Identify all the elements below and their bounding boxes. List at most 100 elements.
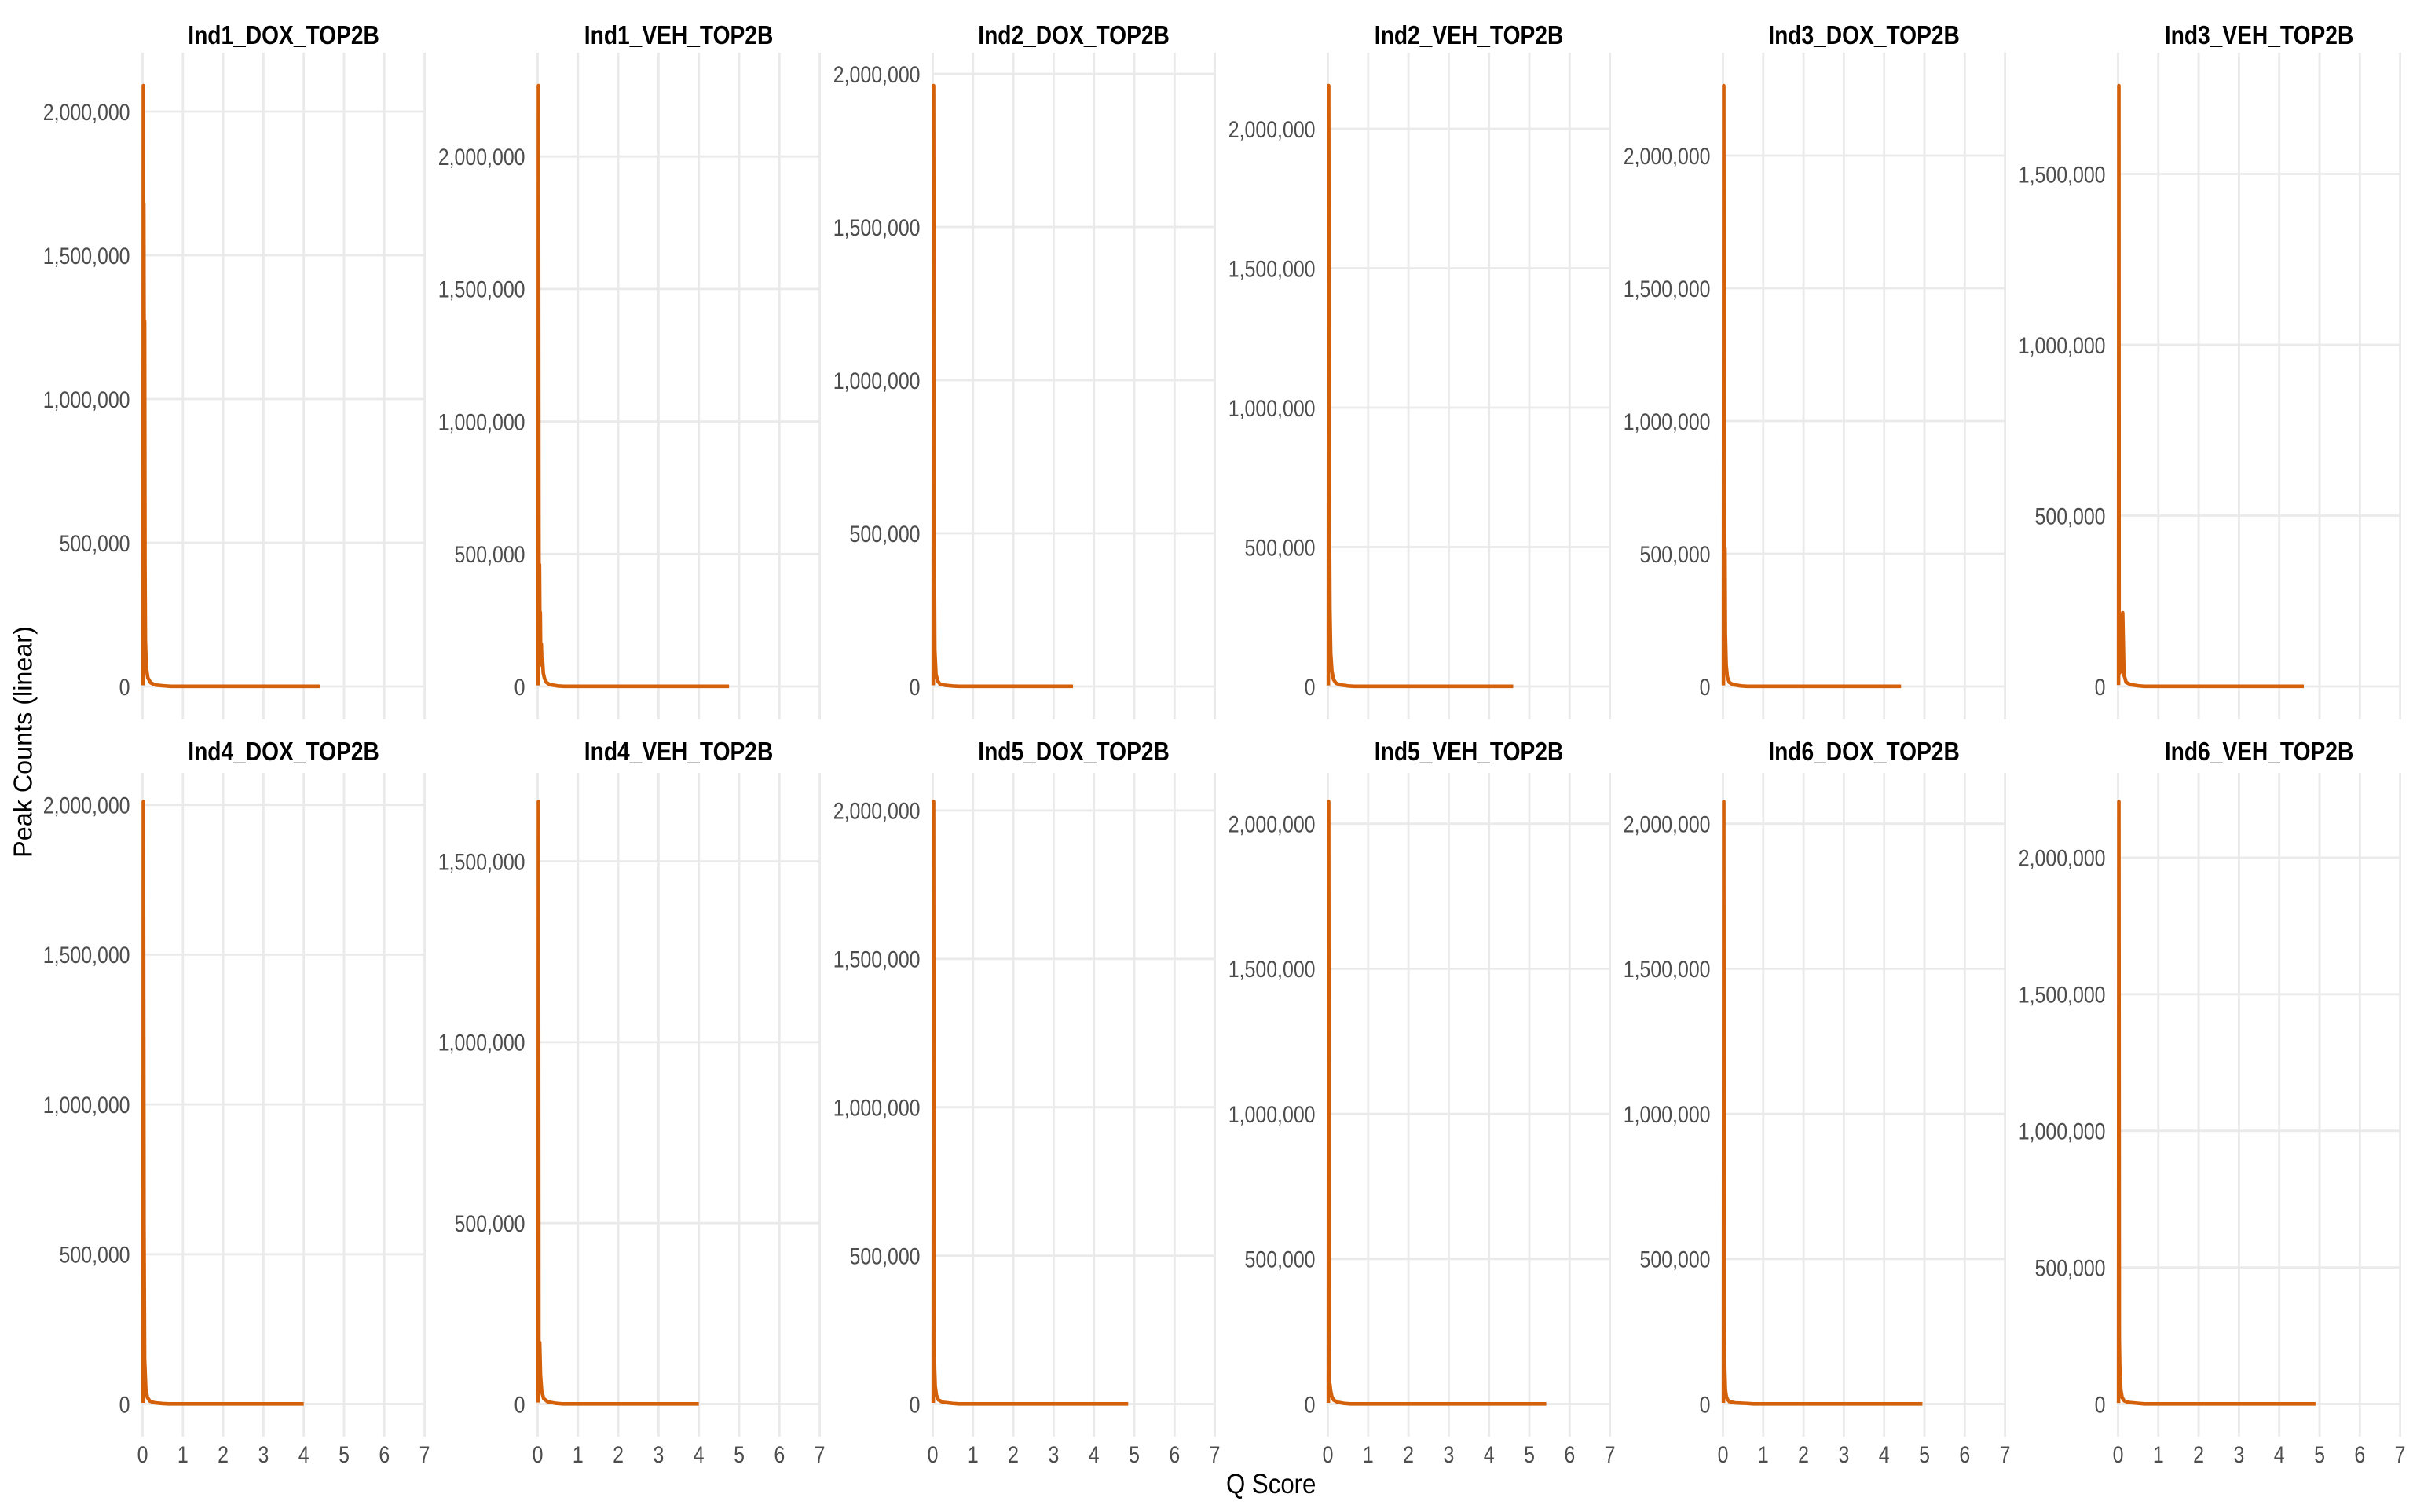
svg-text:Ind3_DOX_TOP2B: Ind3_DOX_TOP2B <box>1768 20 1960 50</box>
svg-text:5: 5 <box>2314 1441 2325 1468</box>
svg-text:1,000,000: 1,000,000 <box>438 408 525 435</box>
svg-text:0: 0 <box>1700 1391 1711 1418</box>
svg-text:500,000: 500,000 <box>455 541 525 568</box>
svg-text:2,000,000: 2,000,000 <box>43 99 130 126</box>
svg-text:2: 2 <box>2193 1441 2204 1468</box>
svg-text:5: 5 <box>734 1441 745 1468</box>
svg-text:7: 7 <box>1210 1441 1221 1468</box>
svg-text:0: 0 <box>1305 674 1316 701</box>
svg-text:7: 7 <box>419 1441 430 1468</box>
svg-text:0: 0 <box>137 1441 148 1468</box>
svg-text:1,000,000: 1,000,000 <box>2019 332 2106 359</box>
svg-text:500,000: 500,000 <box>1640 1246 1711 1272</box>
svg-text:0: 0 <box>533 1441 544 1468</box>
svg-text:1: 1 <box>1758 1441 1769 1468</box>
svg-text:1,000,000: 1,000,000 <box>43 386 130 413</box>
svg-text:500,000: 500,000 <box>1640 541 1711 568</box>
svg-text:Ind6_VEH_TOP2B: Ind6_VEH_TOP2B <box>2165 737 2354 767</box>
svg-text:0: 0 <box>1323 1441 1334 1468</box>
svg-text:4: 4 <box>1089 1441 1100 1468</box>
svg-text:3: 3 <box>1443 1441 1454 1468</box>
svg-text:0: 0 <box>119 674 130 701</box>
svg-text:1,000,000: 1,000,000 <box>833 1094 921 1121</box>
svg-text:500,000: 500,000 <box>1245 1246 1316 1272</box>
svg-text:1,000,000: 1,000,000 <box>438 1029 525 1056</box>
svg-text:1: 1 <box>1363 1441 1374 1468</box>
svg-text:6: 6 <box>1169 1441 1180 1468</box>
svg-text:Ind2_VEH_TOP2B: Ind2_VEH_TOP2B <box>1375 20 1564 50</box>
svg-text:1,500,000: 1,500,000 <box>1624 276 1711 302</box>
svg-text:1: 1 <box>968 1441 979 1468</box>
svg-text:1,500,000: 1,500,000 <box>1228 956 1316 983</box>
svg-text:2,000,000: 2,000,000 <box>438 144 525 170</box>
svg-text:5: 5 <box>1919 1441 1930 1468</box>
svg-text:0: 0 <box>928 1441 939 1468</box>
svg-text:Ind5_VEH_TOP2B: Ind5_VEH_TOP2B <box>1375 737 1564 767</box>
svg-text:3: 3 <box>1838 1441 1849 1468</box>
svg-text:0: 0 <box>514 1391 525 1418</box>
svg-text:6: 6 <box>379 1441 390 1468</box>
svg-text:7: 7 <box>2395 1441 2406 1468</box>
svg-text:Ind6_DOX_TOP2B: Ind6_DOX_TOP2B <box>1768 737 1960 767</box>
svg-text:500,000: 500,000 <box>850 1243 921 1269</box>
svg-text:2: 2 <box>1008 1441 1019 1468</box>
svg-text:0: 0 <box>910 674 921 701</box>
svg-text:Ind1_DOX_TOP2B: Ind1_DOX_TOP2B <box>188 20 379 50</box>
svg-text:2: 2 <box>1403 1441 1414 1468</box>
svg-text:0: 0 <box>1305 1391 1316 1418</box>
svg-text:4: 4 <box>298 1441 309 1468</box>
svg-text:2: 2 <box>1798 1441 1809 1468</box>
svg-text:1,000,000: 1,000,000 <box>1228 395 1316 422</box>
svg-text:0: 0 <box>1718 1441 1729 1468</box>
svg-text:7: 7 <box>1605 1441 1616 1468</box>
svg-text:7: 7 <box>2000 1441 2011 1468</box>
svg-text:2: 2 <box>218 1441 229 1468</box>
svg-text:1,000,000: 1,000,000 <box>1624 1101 1711 1128</box>
svg-text:1,500,000: 1,500,000 <box>43 243 130 269</box>
svg-text:0: 0 <box>2095 674 2106 701</box>
svg-text:3: 3 <box>258 1441 269 1468</box>
svg-text:0: 0 <box>2113 1441 2124 1468</box>
svg-text:4: 4 <box>1879 1441 1890 1468</box>
svg-text:1: 1 <box>178 1441 189 1468</box>
svg-text:1,000,000: 1,000,000 <box>2019 1118 2106 1144</box>
svg-text:6: 6 <box>1564 1441 1575 1468</box>
svg-text:3: 3 <box>653 1441 664 1468</box>
svg-text:1,500,000: 1,500,000 <box>1228 255 1316 282</box>
svg-text:1,000,000: 1,000,000 <box>43 1092 130 1118</box>
svg-text:2,000,000: 2,000,000 <box>833 797 921 824</box>
svg-text:1,500,000: 1,500,000 <box>438 276 525 302</box>
svg-text:2,000,000: 2,000,000 <box>1228 811 1316 837</box>
svg-text:500,000: 500,000 <box>60 1241 130 1268</box>
svg-text:500,000: 500,000 <box>1245 534 1316 561</box>
svg-text:1: 1 <box>2153 1441 2164 1468</box>
svg-text:6: 6 <box>1959 1441 1970 1468</box>
svg-text:0: 0 <box>2095 1391 2106 1418</box>
svg-text:2,000,000: 2,000,000 <box>2019 844 2106 871</box>
svg-text:500,000: 500,000 <box>455 1210 525 1237</box>
svg-text:0: 0 <box>514 674 525 701</box>
svg-text:1,500,000: 1,500,000 <box>438 848 525 875</box>
svg-text:Q Score: Q Score <box>1226 1469 1316 1499</box>
svg-text:0: 0 <box>1700 674 1711 701</box>
svg-text:Ind5_DOX_TOP2B: Ind5_DOX_TOP2B <box>978 737 1170 767</box>
svg-text:1,000,000: 1,000,000 <box>1624 408 1711 435</box>
svg-text:Ind4_DOX_TOP2B: Ind4_DOX_TOP2B <box>188 737 379 767</box>
svg-text:4: 4 <box>694 1441 705 1468</box>
svg-text:2,000,000: 2,000,000 <box>1624 811 1711 837</box>
svg-text:5: 5 <box>1524 1441 1535 1468</box>
svg-text:1,000,000: 1,000,000 <box>833 368 921 394</box>
svg-text:0: 0 <box>119 1391 130 1418</box>
svg-text:0: 0 <box>910 1391 921 1418</box>
svg-text:1,000,000: 1,000,000 <box>1228 1101 1316 1128</box>
svg-text:5: 5 <box>1129 1441 1140 1468</box>
svg-text:500,000: 500,000 <box>60 530 130 557</box>
svg-text:6: 6 <box>2354 1441 2365 1468</box>
svg-text:500,000: 500,000 <box>2035 503 2106 529</box>
svg-text:3: 3 <box>1048 1441 1059 1468</box>
svg-text:1,500,000: 1,500,000 <box>43 942 130 968</box>
svg-text:Peak Counts (linear): Peak Counts (linear) <box>8 626 37 858</box>
svg-text:Ind3_VEH_TOP2B: Ind3_VEH_TOP2B <box>2165 20 2354 50</box>
svg-text:1,500,000: 1,500,000 <box>1624 956 1711 983</box>
svg-text:2,000,000: 2,000,000 <box>833 61 921 88</box>
